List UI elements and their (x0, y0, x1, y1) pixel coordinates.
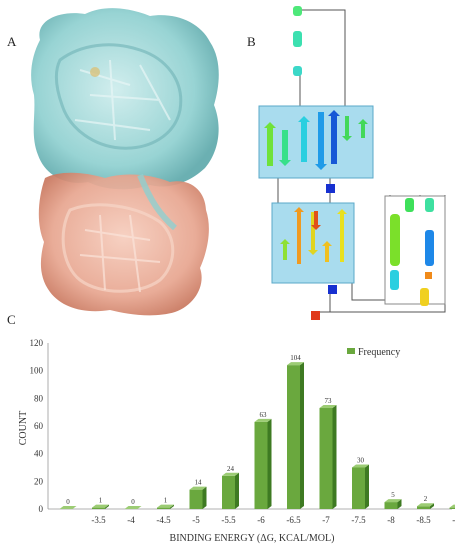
x-tick-label: -4.5 (156, 515, 171, 525)
bar-front (92, 507, 105, 509)
bar-side (202, 486, 207, 509)
x-tick-label: -5 (192, 515, 200, 525)
x-tick-label: -4 (127, 515, 135, 525)
x-tick-label: -8.5 (416, 515, 431, 525)
x-tick-label: -7 (322, 515, 330, 525)
bar-top (287, 362, 304, 366)
bar (59, 506, 77, 509)
bar-top (384, 499, 402, 503)
bar (92, 504, 109, 509)
protein-structure-illustration (31, 8, 219, 316)
bar-top (59, 506, 77, 509)
bar-side (170, 504, 174, 509)
x-axis-title: BINDING ENERGY (ΔG, KCAL/MOL) (170, 533, 335, 544)
topology-diagram (258, 6, 446, 320)
chart-axes (47, 343, 452, 510)
y-tick-label: 0 (39, 504, 44, 514)
bar (157, 504, 174, 509)
x-tick-label: -7.5 (351, 515, 366, 525)
panel-label-c: C (7, 312, 16, 327)
x-tick-label: -6 (257, 515, 265, 525)
bar-series-frequency (59, 362, 455, 509)
bar (254, 418, 272, 509)
y-tick-label: 20 (34, 476, 44, 486)
bar (384, 499, 402, 509)
y-tick-label: 120 (30, 338, 44, 348)
bar-top (222, 472, 239, 476)
data-label: 104 (290, 354, 301, 362)
bar-front (254, 421, 268, 509)
bar (319, 405, 337, 509)
y-axis-title: COUNT (18, 411, 29, 445)
panel-label-a: A (7, 34, 17, 49)
data-label: 73 (325, 397, 333, 405)
bar-front (384, 502, 398, 509)
bar-side (365, 464, 369, 509)
x-tick-labels: -3.5 -4 -4.5 -5 -5.5 -6 -6.5 -7 -7.5 -8 -8.5 -9 (91, 515, 455, 525)
data-label: 1 (164, 497, 168, 505)
y-tick-label: 60 (34, 421, 44, 431)
bar-top (254, 418, 272, 422)
data-label: 5 (391, 491, 395, 499)
bar-front (287, 365, 300, 509)
bar-front (352, 467, 365, 509)
data-label: 24 (227, 465, 235, 473)
y-tick-labels: 0 20 40 60 80 100 120 (30, 338, 44, 514)
x-tick-label: -8 (387, 515, 395, 525)
bar-top (92, 504, 109, 508)
bar-top (352, 464, 369, 468)
bar-top (157, 504, 174, 508)
bar-top (417, 503, 434, 507)
bar (124, 506, 142, 509)
data-label: 14 (195, 479, 203, 487)
bar-side (300, 362, 304, 509)
bar-side (267, 418, 272, 509)
bar (449, 504, 455, 509)
bar-front (417, 506, 430, 509)
bar-front (157, 507, 170, 509)
bar-front (222, 475, 235, 509)
x-tick-label: -5.5 (221, 515, 236, 525)
bar-side (397, 499, 402, 509)
x-tick-label: -6.5 (286, 515, 301, 525)
y-tick-label: 80 (34, 393, 44, 403)
x-tick-label: -9 (452, 515, 455, 525)
bar (287, 362, 304, 509)
legend: Frequency (347, 347, 400, 358)
data-label: 2 (424, 495, 428, 503)
bar-top (189, 486, 207, 490)
bar-top (319, 405, 337, 409)
y-tick-label: 100 (30, 366, 44, 376)
data-labels: 01011424631047330521 (66, 354, 428, 506)
bar-side (332, 405, 337, 509)
bar (189, 486, 207, 509)
bar-front (189, 489, 203, 509)
data-label: 30 (357, 457, 365, 465)
legend-swatch (347, 348, 355, 354)
bar-front (319, 408, 333, 509)
bar-top (449, 504, 455, 508)
bar-side (105, 504, 109, 509)
bar-top (124, 506, 142, 509)
bar (417, 503, 434, 509)
bar-side (235, 472, 239, 509)
panel-label-b: B (247, 34, 256, 49)
y-tick-label: 40 (34, 449, 44, 459)
legend-label: Frequency (358, 347, 400, 358)
data-label: 63 (260, 411, 268, 419)
bar (352, 464, 369, 509)
data-label: 1 (99, 497, 103, 505)
bar (222, 472, 239, 509)
bar-front (449, 507, 455, 509)
data-label: 0 (66, 498, 70, 506)
bar-side (430, 503, 434, 509)
x-tick-label: -3.5 (91, 515, 106, 525)
data-label: 0 (131, 498, 135, 506)
